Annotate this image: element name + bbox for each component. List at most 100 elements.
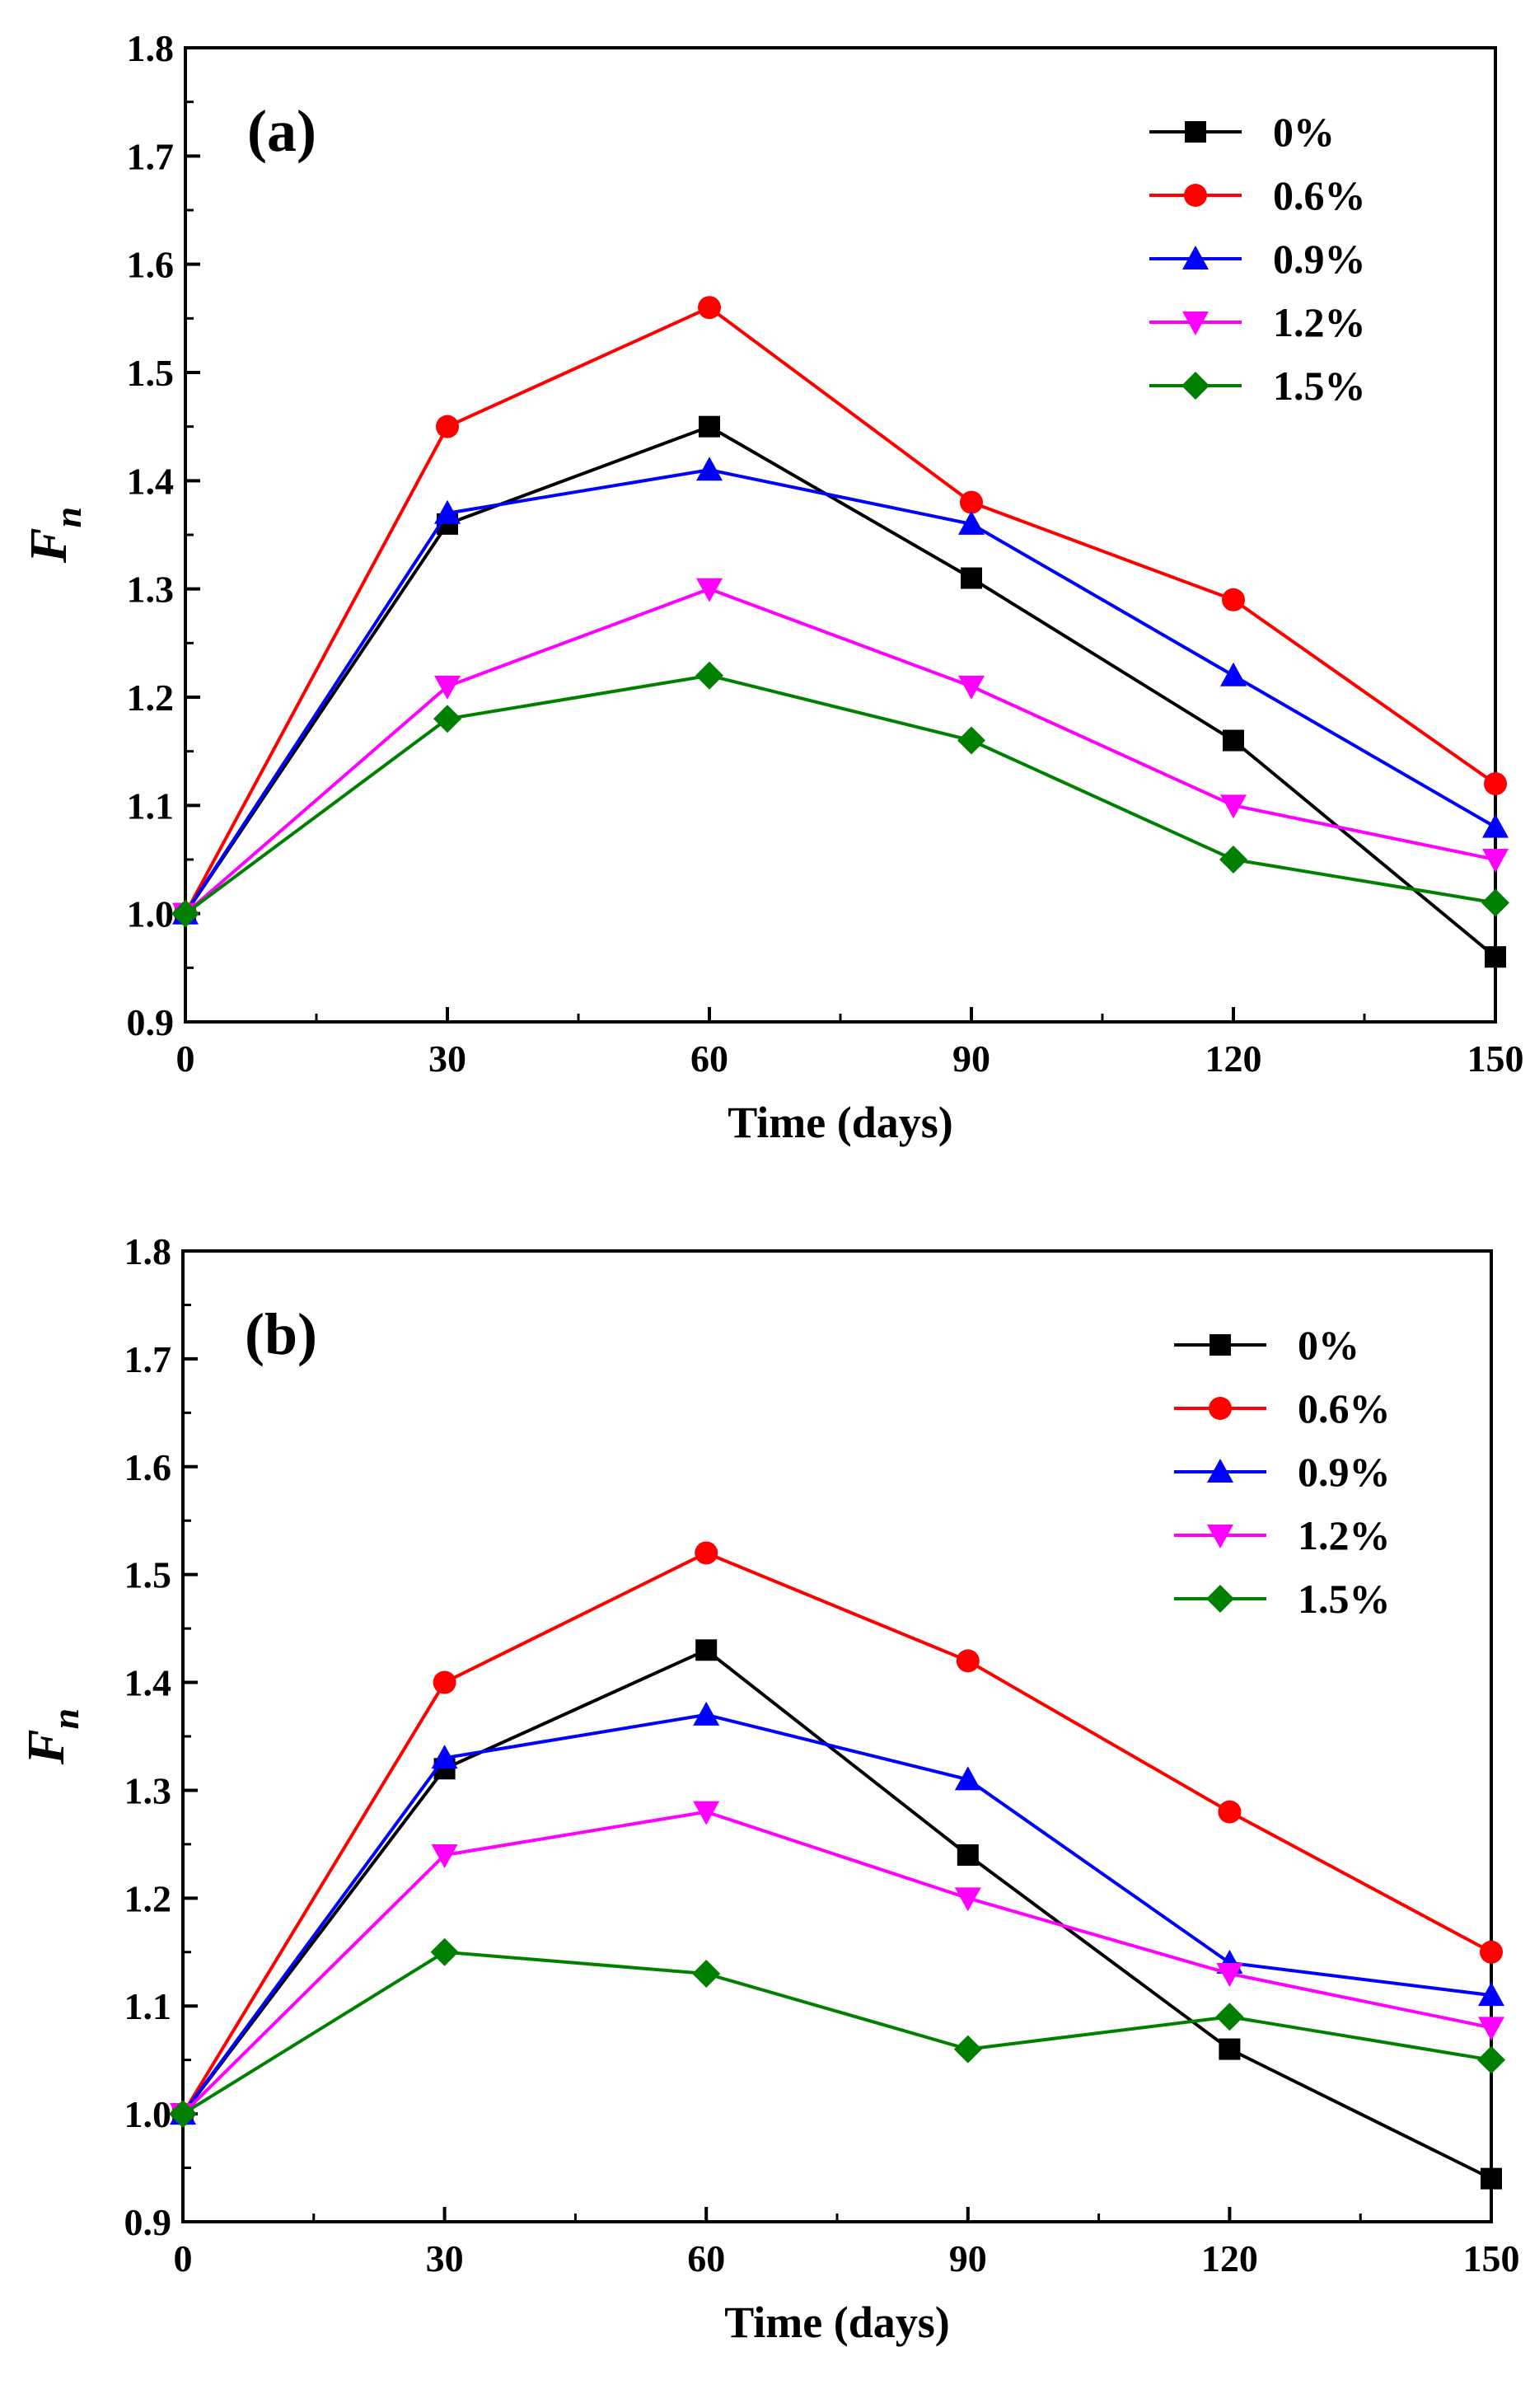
legend-label: 1.2% — [1298, 1512, 1391, 1558]
plot-frame — [183, 1251, 1491, 2222]
y-tick-label: 1.4 — [124, 1662, 172, 1704]
data-point — [1222, 588, 1245, 611]
legend-label: 0.9% — [1298, 1449, 1391, 1495]
legend-marker — [1185, 121, 1206, 143]
y-tick-label: 1.7 — [127, 135, 175, 177]
legend-label: 1.5% — [1273, 363, 1366, 409]
data-point — [692, 1960, 720, 1988]
data-point — [1219, 846, 1247, 874]
legend-label: 1.5% — [1298, 1576, 1391, 1622]
y-tick-label: 0.9 — [127, 1001, 175, 1043]
x-tick-label: 30 — [426, 2237, 464, 2279]
legend: 0% 0.6% 0.9% 1.2% 1.5% — [1174, 1322, 1391, 1622]
legend-marker — [1209, 1334, 1231, 1356]
data-point — [1481, 2168, 1502, 2190]
data-point — [698, 296, 721, 319]
data-point — [693, 1702, 719, 1726]
x-tick-label: 90 — [952, 1038, 990, 1080]
x-axis-title: Time (days) — [724, 2298, 950, 2347]
data-point — [1480, 1941, 1503, 1964]
y-axis-title: Fn — [19, 507, 89, 564]
y-axis-title: Fn — [16, 1708, 87, 1765]
data-point — [1482, 814, 1509, 838]
data-point — [696, 457, 723, 480]
y-tick-label: 1.8 — [124, 1230, 172, 1272]
x-tick-label: 150 — [1467, 1038, 1524, 1080]
y-axis-title-main: F — [19, 527, 77, 564]
x-tick-label: 90 — [949, 2237, 987, 2279]
data-point — [957, 1649, 980, 1672]
x-axis-title: Time (days) — [728, 1098, 953, 1147]
panel-label: (b) — [245, 1301, 317, 1367]
data-point — [1478, 2017, 1504, 2040]
y-tick-label: 1.5 — [124, 1554, 172, 1596]
data-point — [431, 1938, 459, 1966]
panel-label: (a) — [247, 98, 316, 164]
y-tick-label: 1.5 — [127, 352, 175, 394]
legend-marker — [1209, 1397, 1232, 1420]
legend-label: 0% — [1298, 1322, 1359, 1368]
y-tick-label: 1.1 — [124, 1985, 172, 2027]
series-line — [185, 427, 1495, 958]
y-tick-label: 1.3 — [124, 1769, 172, 1811]
y-tick-label: 1.8 — [127, 27, 175, 69]
data-point — [1220, 663, 1247, 686]
data-point — [696, 579, 723, 602]
x-tick-label: 120 — [1201, 2237, 1258, 2279]
series-line — [183, 1650, 1491, 2178]
legend: 0% 0.6% 0.9% 1.2% 1.5% — [1149, 109, 1366, 409]
series-line — [185, 589, 1495, 914]
y-axis-title-sub: n — [47, 507, 89, 528]
data-point — [1482, 849, 1509, 873]
data-point — [1481, 889, 1509, 917]
data-point — [695, 662, 723, 690]
x-tick-label: 30 — [428, 1038, 466, 1080]
x-tick-label: 150 — [1463, 2237, 1520, 2279]
data-point — [957, 1844, 979, 1866]
legend-label: 0% — [1273, 109, 1335, 155]
x-tick-label: 60 — [687, 2237, 725, 2279]
series-line — [185, 470, 1495, 913]
y-tick-label: 1.6 — [124, 1446, 172, 1488]
data-point — [1477, 2046, 1505, 2074]
legend-label: 0.6% — [1273, 172, 1366, 218]
data-point — [961, 568, 982, 589]
data-point — [1485, 946, 1506, 967]
legend-label: 0.6% — [1298, 1385, 1391, 1431]
data-point — [433, 705, 461, 733]
data-point — [1484, 772, 1507, 795]
data-point — [695, 1541, 718, 1564]
chart-panel-a: 0.9 1.0 1.1 1.2 1.3 1.4 1.5 1.6 1.7 1.8 0 30 60 90 120… — [19, 27, 1524, 1147]
data-point — [1219, 2039, 1240, 2060]
data-point — [1218, 1801, 1241, 1824]
series-line — [183, 1553, 1491, 2114]
data-point — [695, 1639, 717, 1661]
legend-marker — [1206, 1585, 1234, 1613]
legend-label: 0.9% — [1273, 236, 1366, 282]
y-tick-label: 1.6 — [127, 244, 175, 286]
data-point — [958, 676, 985, 700]
chart-panel-b: 0.9 1.0 1.1 1.2 1.3 1.4 1.5 1.6 1.7 1.8 0 30 60 90 120… — [16, 1230, 1520, 2347]
legend-marker — [1184, 184, 1207, 207]
data-point — [954, 2036, 982, 2064]
y-tick-label: 1.2 — [127, 677, 175, 719]
y-axis-title-main: F — [16, 1729, 75, 1765]
series-line — [183, 1952, 1491, 2114]
y-tick-label: 0.9 — [124, 2201, 172, 2243]
y-tick-label: 1.1 — [127, 785, 175, 827]
data-point — [960, 491, 983, 514]
x-tick-label: 0 — [176, 1038, 195, 1080]
y-axis-title-sub: n — [44, 1708, 87, 1730]
y-tick-label: 1.4 — [127, 460, 175, 502]
legend-label: 1.2% — [1273, 299, 1366, 345]
y-tick-label: 1.3 — [127, 569, 175, 611]
x-tick-label: 0 — [174, 2237, 193, 2279]
data-point — [957, 727, 985, 755]
y-tick-label: 1.7 — [124, 1338, 172, 1380]
data-point — [433, 1671, 456, 1694]
figure: 0.9 1.0 1.1 1.2 1.3 1.4 1.5 1.6 1.7 1.8 0 30 60 90 120… — [0, 0, 1530, 2408]
y-tick-label: 1.0 — [124, 2093, 172, 2135]
data-point — [1215, 2003, 1243, 2031]
data-point — [1223, 730, 1244, 752]
y-tick-label: 1.2 — [124, 1877, 172, 1919]
